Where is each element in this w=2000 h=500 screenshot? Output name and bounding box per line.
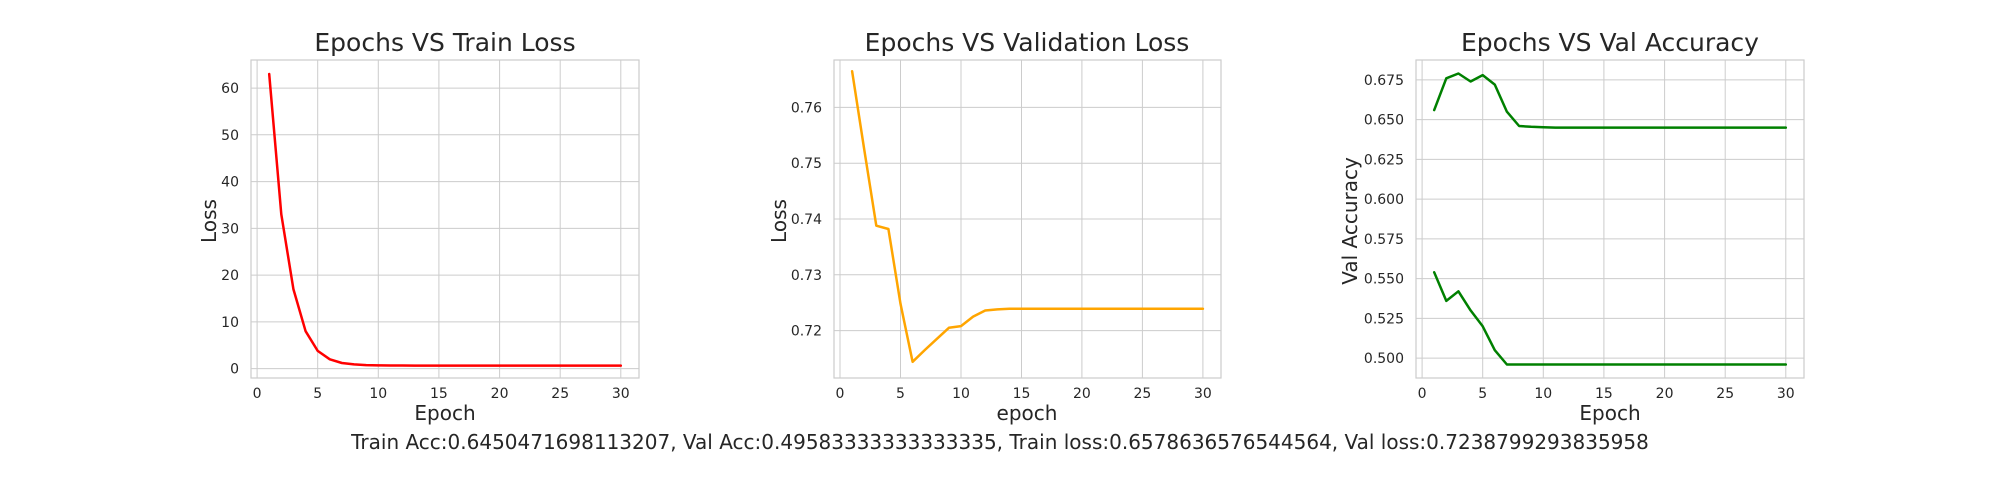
validation-loss-chart: Epochs VS Validation Loss epoch Loss 0 5 1… bbox=[767, 28, 1222, 425]
y-tick-label: 0.625 bbox=[1364, 152, 1404, 168]
y-tick-label: 20 bbox=[221, 268, 239, 284]
y-tick-label: 0.650 bbox=[1364, 113, 1404, 129]
y-tick-label: 0.600 bbox=[1364, 192, 1404, 208]
train-loss-chart: Epochs VS Train Loss Epoch Loss 0 5 10 15 20… bbox=[197, 28, 640, 425]
y-axis-label: Loss bbox=[767, 199, 791, 243]
x-tick-label: 15 bbox=[430, 386, 448, 402]
x-tick-label: 0 bbox=[836, 386, 845, 402]
x-tick-label: 10 bbox=[1534, 386, 1552, 402]
y-tick-label: 0.72 bbox=[791, 324, 822, 340]
series-line bbox=[1432, 72, 1788, 129]
x-tick-label: 25 bbox=[551, 386, 569, 402]
x-tick-label: 20 bbox=[1656, 386, 1674, 402]
x-tick-label: 30 bbox=[612, 386, 630, 402]
x-axis-label: epoch bbox=[997, 401, 1058, 425]
y-axis-label: Loss bbox=[197, 199, 221, 243]
plot-frame bbox=[250, 59, 640, 379]
y-tick-label: 0.550 bbox=[1364, 272, 1404, 288]
y-tick-label: 0.74 bbox=[791, 212, 822, 228]
val-accuracy-chart: Epochs VS Val Accuracy Epoch Val Accurac… bbox=[1338, 28, 1805, 425]
series-line bbox=[850, 69, 1205, 364]
x-tick-label: 20 bbox=[1073, 386, 1091, 402]
y-axis-label: Val Accuracy bbox=[1338, 157, 1362, 285]
x-tick-label: 0 bbox=[253, 386, 262, 402]
y-tick-label: 0 bbox=[230, 362, 239, 378]
y-tick-label: 10 bbox=[221, 315, 239, 331]
x-tick-label: 5 bbox=[313, 386, 322, 402]
x-tick-label: 25 bbox=[1133, 386, 1151, 402]
plot-frame bbox=[833, 59, 1222, 379]
x-tick-label: 15 bbox=[1595, 386, 1613, 402]
x-tick-label: 5 bbox=[896, 386, 905, 402]
y-tick-label: 0.76 bbox=[791, 100, 822, 116]
x-tick-label: 20 bbox=[491, 386, 509, 402]
chart-title: Epochs VS Validation Loss bbox=[865, 28, 1190, 57]
series-line bbox=[267, 72, 623, 367]
grid-lines bbox=[251, 60, 639, 378]
y-tick-label: 0.73 bbox=[791, 268, 822, 284]
x-tick-label: 10 bbox=[952, 386, 970, 402]
grid-lines bbox=[1416, 60, 1804, 378]
y-tick-label: 40 bbox=[221, 175, 239, 191]
y-tick-label: 0.75 bbox=[791, 156, 822, 172]
x-axis-label: Epoch bbox=[414, 401, 475, 425]
y-tick-label: 30 bbox=[221, 221, 239, 237]
chart-title: Epochs VS Train Loss bbox=[314, 28, 575, 57]
plot-frame bbox=[1415, 59, 1805, 379]
series-line bbox=[1432, 271, 1788, 366]
x-tick-label: 30 bbox=[1194, 386, 1212, 402]
x-tick-label: 15 bbox=[1013, 386, 1031, 402]
summary-text: Train Acc:0.6450471698113207, Val Acc:0.… bbox=[351, 430, 1649, 454]
y-tick-label: 50 bbox=[221, 128, 239, 144]
grid-lines bbox=[834, 60, 1221, 378]
x-tick-label: 0 bbox=[1418, 386, 1427, 402]
x-tick-label: 5 bbox=[1478, 386, 1487, 402]
x-tick-label: 30 bbox=[1777, 386, 1795, 402]
y-tick-label: 0.525 bbox=[1364, 311, 1404, 327]
y-tick-label: 0.575 bbox=[1364, 232, 1404, 248]
y-tick-label: 0.675 bbox=[1364, 73, 1404, 89]
y-tick-label: 60 bbox=[221, 81, 239, 97]
x-axis-label: Epoch bbox=[1579, 401, 1640, 425]
y-tick-label: 0.500 bbox=[1364, 351, 1404, 367]
x-tick-label: 10 bbox=[369, 386, 387, 402]
chart-title: Epochs VS Val Accuracy bbox=[1461, 28, 1759, 57]
x-tick-label: 25 bbox=[1716, 386, 1734, 402]
